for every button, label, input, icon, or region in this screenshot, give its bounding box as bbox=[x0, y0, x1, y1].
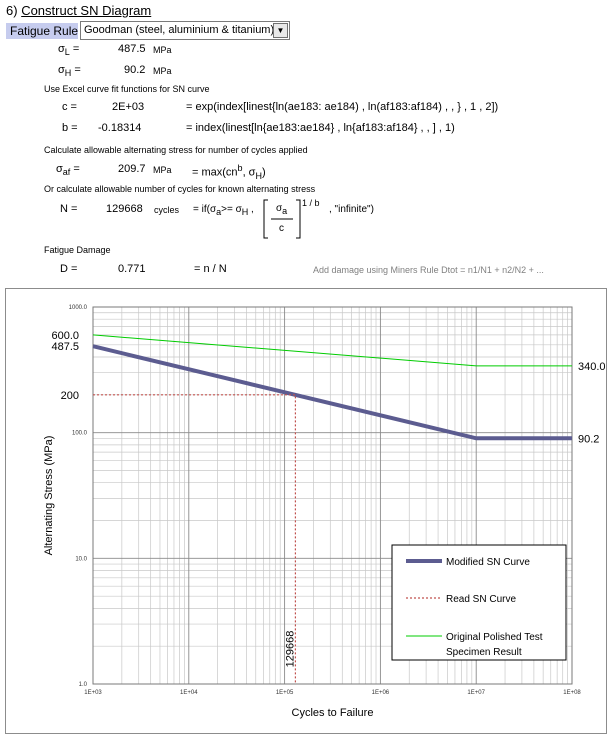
fraction-numerator: σa bbox=[276, 203, 288, 216]
fraction-exponent: 1 / b bbox=[302, 198, 320, 208]
c-label: c = bbox=[62, 101, 77, 113]
section-title: 6) Construct SN Diagram bbox=[6, 3, 151, 18]
sigma-h-label: σH = bbox=[58, 64, 81, 79]
sn-chart: 1E+03 1E+04 1E+05 1E+06 1E+07 1E+08 1.0 10.0 100… bbox=[5, 288, 607, 734]
n-unit: cycles bbox=[154, 205, 180, 215]
y-axis-label: Alternating Stress (MPa) bbox=[43, 436, 55, 556]
sigma-h-value: 90.2 bbox=[124, 64, 146, 76]
series-line-2 bbox=[92, 334, 572, 367]
dropdown-arrow-icon[interactable]: ▼ bbox=[273, 23, 288, 38]
miners-rule-note: Add damage using Miners Rule Dtot = n1/N… bbox=[313, 265, 544, 275]
y-tick-label: 1.0 bbox=[79, 682, 88, 688]
left-value-label: 487.5 bbox=[51, 341, 79, 353]
b-formula: = index(linest[ln{ae183:ae184} , ln{af18… bbox=[186, 122, 455, 134]
b-label: b = bbox=[62, 122, 78, 134]
d-formula: = n / N bbox=[194, 263, 227, 275]
x-tick-label: 1E+05 bbox=[276, 690, 294, 696]
legend-box bbox=[391, 544, 567, 661]
d-label: D = bbox=[60, 263, 78, 275]
y-tick-label: 10.0 bbox=[75, 556, 87, 562]
sigma-l-value: 487.5 bbox=[118, 43, 146, 55]
fatigue-rule-value: Goodman (steel, aluminium & titanium) bbox=[84, 24, 275, 36]
fraction-denominator: c bbox=[279, 223, 284, 234]
x-axis-label: Cycles to Failure bbox=[292, 707, 374, 719]
sigma-l-unit: MPa bbox=[153, 45, 172, 55]
fatigue-rule-label: Fatigue Rule bbox=[6, 23, 78, 39]
plot-area bbox=[92, 306, 573, 685]
y-tick-label: 100.0 bbox=[72, 431, 88, 437]
sigma-af-label: σaf = bbox=[56, 163, 80, 178]
sigma-af-value: 209.7 bbox=[118, 163, 146, 175]
section-number: 6) bbox=[6, 3, 18, 18]
legend-label-2: Original Polished Test Specimen Result bbox=[446, 632, 543, 658]
n-formula-tail: , "infinite") bbox=[329, 204, 374, 215]
curve-fit-heading: Use Excel curve fit functions for SN cur… bbox=[44, 84, 210, 94]
x-tick-label: 1E+03 bbox=[84, 690, 102, 696]
x-tick-label: 1E+04 bbox=[180, 690, 198, 696]
allowable-cycles-heading: Or calculate allowable number of cycles … bbox=[44, 184, 316, 194]
y-tick-label: 1000.0 bbox=[69, 305, 88, 311]
sigma-af-formula: = max(cnb, σH) bbox=[192, 163, 266, 181]
fatigue-rule-dropdown[interactable]: Goodman (steel, aluminium & titanium) ▼ bbox=[80, 21, 290, 40]
damage-heading: Fatigue Damage bbox=[44, 245, 111, 255]
c-value: 2E+03 bbox=[112, 101, 145, 113]
fraction-brackets bbox=[263, 199, 301, 239]
sigma-af-unit: MPa bbox=[153, 165, 172, 175]
right-value-label: 340.0 bbox=[578, 361, 606, 373]
x-tick-label: 1E+06 bbox=[372, 690, 390, 696]
sn-chart-svg: 1E+03 1E+04 1E+05 1E+06 1E+07 1E+08 1.0 10.0 100… bbox=[43, 305, 606, 719]
c-formula: = exp(index[linest{ln(ae183: ae184) , ln… bbox=[186, 101, 499, 113]
sigma-l-label: σL = bbox=[58, 43, 80, 58]
b-value: -0.18314 bbox=[98, 122, 142, 134]
n-formula-start: = if(σa>= σH , bbox=[193, 204, 254, 217]
allowable-stress-heading: Calculate allowable alternating stress f… bbox=[44, 145, 308, 155]
n-value: 129668 bbox=[106, 203, 143, 215]
series-line-0 bbox=[92, 344, 572, 441]
vertical-value-label: 129668 bbox=[284, 631, 296, 668]
legend-label-0: Modified SN Curve bbox=[446, 557, 530, 568]
left-value-label: 600.0 bbox=[51, 330, 79, 342]
legend-label-1: Read SN Curve bbox=[446, 594, 516, 605]
x-tick-label: 1E+08 bbox=[563, 690, 581, 696]
d-value: 0.771 bbox=[118, 263, 146, 275]
x-tick-label: 1E+07 bbox=[467, 690, 485, 696]
left-value-label: 200 bbox=[61, 390, 79, 402]
sigma-h-unit: MPa bbox=[153, 66, 172, 76]
n-label: N = bbox=[60, 203, 78, 215]
right-value-label: 90.2 bbox=[578, 433, 599, 445]
section-title-text: Construct SN Diagram bbox=[21, 3, 152, 18]
